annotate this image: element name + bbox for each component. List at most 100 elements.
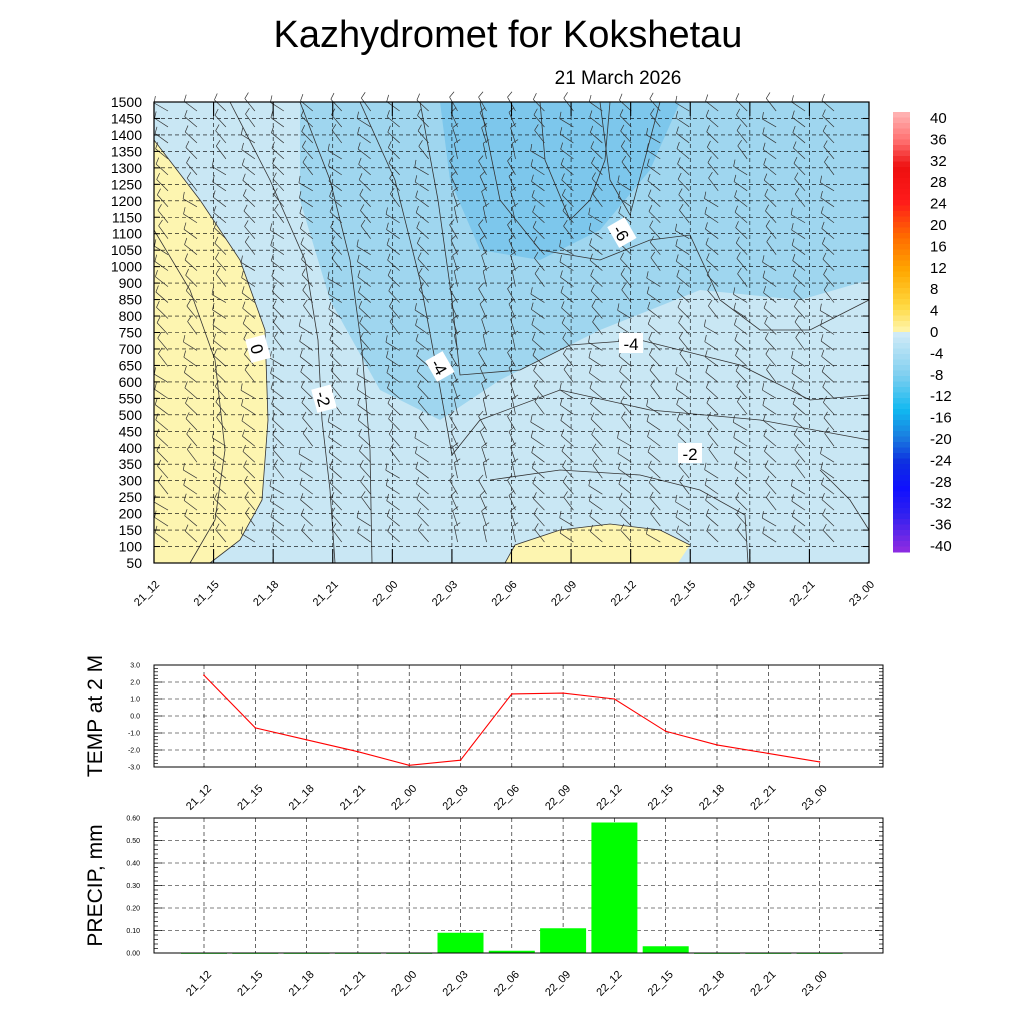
wind-barb [792,269,806,287]
colorbar-cell [893,156,910,162]
wind-barb [820,190,835,208]
wind-barb [589,253,603,271]
colorbar-cell [893,299,910,305]
wind-barb [510,314,517,335]
wind-barb [449,474,458,495]
wind-barb [449,410,458,431]
x-tick-label: 21_21 [338,969,368,999]
colorbar-label: 16 [930,238,947,255]
wind-barb [358,173,371,192]
colorbar-cell [893,211,910,217]
wind-barb [328,445,342,463]
x-tick-label: 22_18 [697,969,727,999]
wind-barb [794,172,806,192]
wind-barb [356,382,371,399]
x-tick-label: 22_18 [697,783,727,813]
wind-barb [563,363,574,383]
contour-label: 0 [245,334,271,363]
wind-barb [386,350,400,367]
wind-barb [271,269,285,287]
colorbar-cell [893,233,910,239]
colorbar-cell [893,238,910,245]
wind-barb [794,300,806,319]
wind-barb [588,207,603,224]
wind-barb [736,252,748,271]
contour-line [153,229,226,564]
colorbar-cell [893,491,910,498]
wind-barb [675,239,690,255]
wind-barb [764,444,777,463]
wind-barb [186,427,198,447]
temperature-panel: 3.0 2.0 1.0 0.0 -1.0 -2.0 -3.0 21_12 21_15 21_18 2… [84,655,884,813]
wind-barb [705,493,719,511]
wind-barb [561,173,574,192]
contour-label: -6 [607,217,637,248]
wind-barb [677,300,690,319]
wind-barb [273,188,285,208]
wind-barb [187,443,198,463]
wind-barb [562,332,574,351]
wind-barb [356,239,371,255]
wind-barb [299,462,313,479]
wind-barb [359,316,371,335]
wind-barb [360,204,371,223]
wind-barb [707,427,719,447]
x-tick-label: 21_12 [132,579,162,609]
wind-barb [708,171,719,192]
wind-barb [214,507,227,527]
wind-barb [186,299,198,319]
wind-barb [212,190,227,208]
x-tick-label: 22_03 [441,969,471,999]
wind-barb [762,127,777,144]
wind-barb [185,284,198,303]
wind-barb [389,172,400,192]
wind-barb [676,269,690,287]
colorbar-cell [893,112,910,118]
wind-barb [763,173,777,192]
wind-barb [510,186,517,207]
temp-point [459,759,462,761]
x-tick-label: 21_21 [311,579,341,609]
temp-point [254,727,257,729]
colorbar-cell [893,326,910,333]
colorbar-cell [893,337,910,344]
wind-barb [302,283,314,303]
wind-barb [418,411,429,431]
wind-barb [736,523,748,543]
wind-barb [300,380,314,399]
wind-barb [559,127,574,144]
wind-barb [482,458,490,479]
wind-barb [385,207,400,224]
wind-barb [271,397,285,415]
wind-barb [385,463,400,479]
wind-barb [154,111,169,128]
wind-barb [212,446,227,463]
colorbar-label: 36 [930,131,947,148]
wind-barb [270,494,285,511]
wind-barb [705,237,719,255]
colorbar-label: -36 [930,517,952,534]
wind-barb [590,284,603,303]
wind-barb [824,156,835,176]
y-tick-label: -2.0 [128,748,140,755]
wind-barb [793,284,806,303]
y-tick-label: 300 [119,473,143,489]
wind-barb [453,458,461,479]
wind-barb [184,524,198,543]
colorbar-cell [893,453,910,459]
wind-barb [822,508,835,527]
wind-barb [243,204,256,223]
wind-barb [559,111,574,128]
wind-barb [821,477,835,495]
wind-barb [762,270,777,287]
wind-barb [187,315,198,335]
wind-barb [299,191,313,208]
wind-barb [734,205,748,224]
colorbar-cell [893,150,910,157]
wind-barb [482,522,490,543]
wind-barb [327,286,342,303]
wind-barb [328,430,342,447]
wind-barb [791,351,806,367]
wind-barb [270,509,285,527]
colorbar-cell [893,194,910,201]
